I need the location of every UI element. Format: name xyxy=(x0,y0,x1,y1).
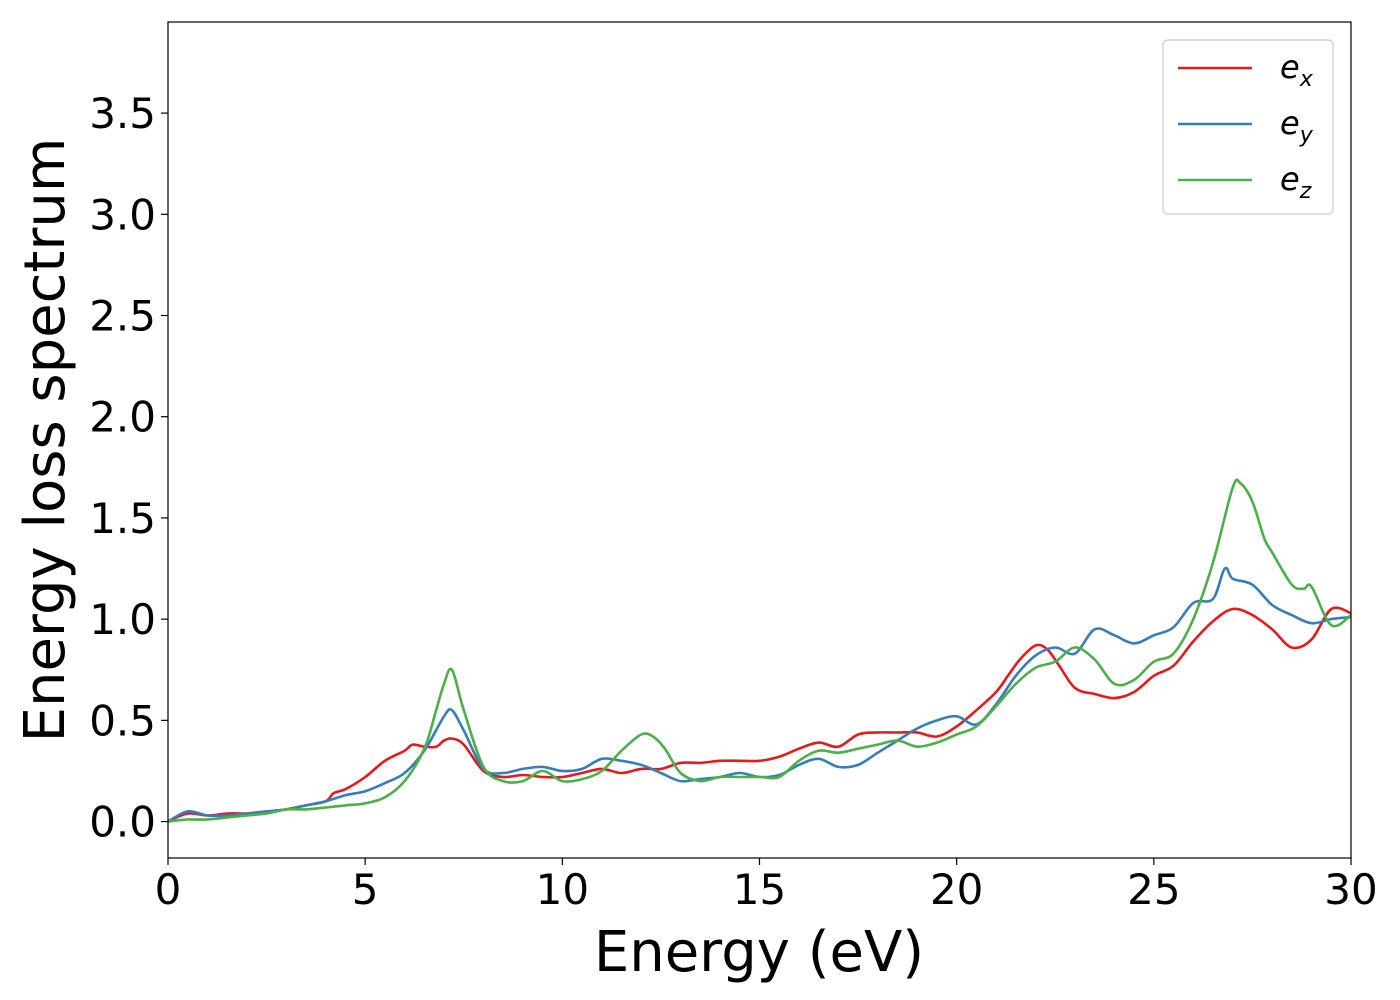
y-tick-label: 1.0 xyxy=(89,595,156,644)
y-tick-label: 3.5 xyxy=(89,89,156,138)
legend-label-y: ey xyxy=(1280,104,1314,148)
legend-items: ex ey ez xyxy=(1178,48,1314,204)
legend-label-x: ex xyxy=(1280,48,1314,92)
x-axis-label: Energy (eV) xyxy=(594,920,924,985)
series-layer xyxy=(168,478,1351,823)
x-tick-label: 20 xyxy=(930,865,983,914)
x-tick-label: 15 xyxy=(733,865,786,914)
y-tick-label: 0.5 xyxy=(89,696,156,745)
x-tick-label: 0 xyxy=(155,865,182,914)
y-axis: 0.0 0.5 1.0 1.5 2.0 2.5 3.0 3.5 xyxy=(89,89,168,847)
y-tick-label: 2.0 xyxy=(89,393,156,442)
y-tick-label: 2.5 xyxy=(89,292,156,341)
legend-label-z: ez xyxy=(1280,160,1312,204)
x-tick-label: 25 xyxy=(1127,865,1180,914)
y-tick-label: 1.5 xyxy=(89,494,156,543)
y-tick-label: 0.0 xyxy=(89,798,156,847)
series-line-x xyxy=(168,606,1351,823)
y-tick-label: 3.0 xyxy=(89,190,156,239)
y-axis-label: Energy loss spectrum xyxy=(13,138,78,743)
x-tick-label: 30 xyxy=(1324,865,1377,914)
x-tick-label: 10 xyxy=(536,865,589,914)
x-axis: 0 5 10 15 20 25 30 xyxy=(155,858,1378,914)
legend-frame xyxy=(1162,39,1334,215)
legend: ex ey ez xyxy=(1162,39,1334,215)
x-tick-label: 5 xyxy=(352,865,379,914)
series-line-z xyxy=(168,478,1351,823)
